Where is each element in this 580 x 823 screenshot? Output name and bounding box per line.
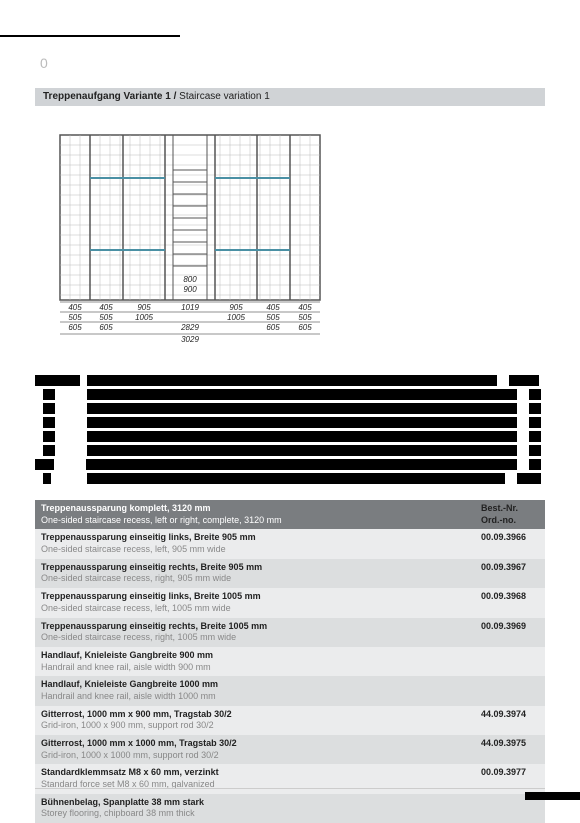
svg-text:405: 405 bbox=[266, 303, 280, 312]
svg-text:405: 405 bbox=[68, 303, 82, 312]
section-title-band: Treppenaufgang Variante 1 / Staircase va… bbox=[35, 88, 545, 106]
svg-text:605: 605 bbox=[68, 323, 82, 332]
table-row: Standardklemmsatz M8 x 60 mm, verzinktSt… bbox=[35, 764, 545, 793]
row-ord bbox=[475, 647, 545, 676]
svg-text:605: 605 bbox=[266, 323, 280, 332]
row-desc: Treppenaussparung einseitig links, Breit… bbox=[35, 529, 475, 558]
page-indicator: 0 bbox=[40, 55, 48, 71]
svg-text:2829: 2829 bbox=[180, 323, 199, 332]
svg-text:3029: 3029 bbox=[181, 335, 199, 344]
spec-table: Treppenaussparung komplett, 3120 mm One-… bbox=[35, 500, 545, 823]
svg-text:905: 905 bbox=[229, 303, 243, 312]
table-row: Treppenaussparung einseitig rechts, Brei… bbox=[35, 618, 545, 647]
row-desc: Handlauf, Knieleiste Gangbreite 1000 mmH… bbox=[35, 676, 475, 705]
header-black-bar bbox=[0, 35, 180, 37]
svg-text:900: 900 bbox=[183, 285, 197, 294]
staircase-diagram: 800 900 405 405 905 1019 905 405 405 505… bbox=[55, 130, 335, 345]
svg-text:800: 800 bbox=[183, 275, 197, 284]
row-ord bbox=[475, 676, 545, 705]
row-desc: Gitterrost, 1000 mm x 1000 mm, Tragstab … bbox=[35, 735, 475, 764]
svg-text:1005: 1005 bbox=[135, 313, 153, 322]
svg-text:1005: 1005 bbox=[227, 313, 245, 322]
row-ord: 44.09.3974 bbox=[475, 706, 545, 735]
svg-text:905: 905 bbox=[137, 303, 151, 312]
table-row: Handlauf, Knieleiste Gangbreite 900 mmHa… bbox=[35, 647, 545, 676]
footer-line bbox=[35, 788, 545, 789]
row-ord: 00.09.3968 bbox=[475, 588, 545, 617]
row-desc: Treppenaussparung einseitig rechts, Brei… bbox=[35, 559, 475, 588]
table-row: Treppenaussparung einseitig links, Breit… bbox=[35, 529, 545, 558]
table-row: Treppenaussparung einseitig rechts, Brei… bbox=[35, 559, 545, 588]
table-row: Bühnenbelag, Spanplatte 38 mm starkStore… bbox=[35, 794, 545, 823]
table-row: Gitterrost, 1000 mm x 900 mm, Tragstab 3… bbox=[35, 706, 545, 735]
row-ord: 00.09.3966 bbox=[475, 529, 545, 558]
svg-text:505: 505 bbox=[266, 313, 280, 322]
svg-text:605: 605 bbox=[298, 323, 312, 332]
row-desc: Treppenaussparung einseitig links, Breit… bbox=[35, 588, 475, 617]
svg-text:505: 505 bbox=[99, 313, 113, 322]
row-ord: 00.09.3977 bbox=[475, 764, 545, 793]
svg-text:405: 405 bbox=[99, 303, 113, 312]
row-desc: Treppenaussparung einseitig rechts, Brei… bbox=[35, 618, 475, 647]
footer-black-bar bbox=[525, 792, 580, 800]
row-ord: 00.09.3969 bbox=[475, 618, 545, 647]
svg-text:605: 605 bbox=[99, 323, 113, 332]
row-ord: 44.09.3975 bbox=[475, 735, 545, 764]
row-desc: Handlauf, Knieleiste Gangbreite 900 mmHa… bbox=[35, 647, 475, 676]
table-header-left: Treppenaussparung komplett, 3120 mm One-… bbox=[35, 500, 475, 529]
svg-text:505: 505 bbox=[298, 313, 312, 322]
svg-text:505: 505 bbox=[68, 313, 82, 322]
table-header-right: Best.-Nr. Ord.-no. bbox=[475, 500, 545, 529]
row-ord: 00.09.3967 bbox=[475, 559, 545, 588]
redacted-block bbox=[35, 375, 545, 487]
table-row: Handlauf, Knieleiste Gangbreite 1000 mmH… bbox=[35, 676, 545, 705]
table-row: Gitterrost, 1000 mm x 1000 mm, Tragstab … bbox=[35, 735, 545, 764]
row-desc: Bühnenbelag, Spanplatte 38 mm starkStore… bbox=[35, 794, 475, 823]
row-desc: Standardklemmsatz M8 x 60 mm, verzinktSt… bbox=[35, 764, 475, 793]
section-title-de: Treppenaufgang Variante 1 / bbox=[43, 91, 176, 102]
svg-text:405: 405 bbox=[298, 303, 312, 312]
svg-text:1019: 1019 bbox=[181, 303, 199, 312]
table-row: Treppenaussparung einseitig links, Breit… bbox=[35, 588, 545, 617]
row-desc: Gitterrost, 1000 mm x 900 mm, Tragstab 3… bbox=[35, 706, 475, 735]
section-title-en: Staircase variation 1 bbox=[176, 91, 269, 102]
